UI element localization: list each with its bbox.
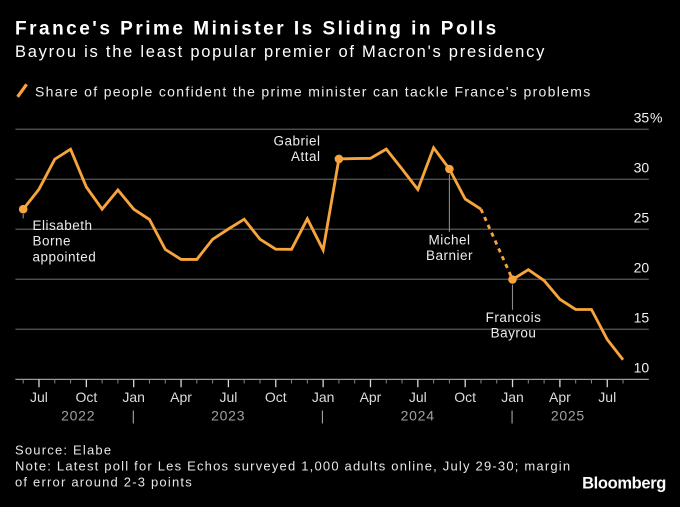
svg-text:Jan: Jan [122,389,145,405]
svg-text:2025: 2025 [551,407,585,423]
svg-text:2024: 2024 [401,407,435,423]
svg-text:Apr: Apr [170,389,192,405]
svg-text:Bloomberg: Bloomberg [582,475,666,493]
svg-text:Share of people confident the: Share of people confident the prime mini… [35,84,592,100]
svg-text:Barnier: Barnier [426,248,473,263]
svg-text:Borne: Borne [33,234,72,249]
svg-text:appointed: appointed [33,249,97,264]
svg-text:of error around 2-3 points: of error around 2-3 points [15,474,193,489]
svg-text:Apr: Apr [360,389,382,405]
svg-text:Bayrou: Bayrou [491,326,537,341]
svg-text:Michel: Michel [428,232,470,247]
svg-text:2023: 2023 [211,407,245,423]
svg-text:Source: Elabe: Source: Elabe [15,442,112,457]
svg-text:Gabriel: Gabriel [273,134,320,149]
svg-text:Jul: Jul [30,389,48,405]
svg-text:Jan: Jan [312,389,335,405]
svg-text:|: | [510,407,514,423]
svg-text:Jul: Jul [598,389,616,405]
svg-text:Oct: Oct [454,389,476,405]
svg-text:Bayrou is the least popular pr: Bayrou is the least popular premier of M… [15,43,546,61]
svg-text:10: 10 [634,359,650,375]
svg-text:30: 30 [634,159,650,175]
svg-text:2022: 2022 [61,407,95,423]
svg-text:Jul: Jul [409,389,427,405]
svg-text:|: | [321,407,325,423]
svg-text:20: 20 [634,259,650,275]
svg-text:Note: Latest poll for Les Echo: Note: Latest poll for Les Echos surveyed… [15,458,571,473]
svg-text:Oct: Oct [75,389,97,405]
svg-text:15: 15 [634,309,650,325]
svg-text:Apr: Apr [549,389,571,405]
svg-text:Francois: Francois [486,310,542,325]
svg-text:Jan: Jan [501,389,524,405]
svg-text:Jul: Jul [219,389,237,405]
svg-text:France's Prime Minister Is Sli: France's Prime Minister Is Sliding in Po… [15,18,499,39]
svg-text:Oct: Oct [265,389,287,405]
svg-text:Attal: Attal [291,149,321,164]
svg-text:Elisabeth: Elisabeth [33,218,93,233]
svg-text:%: % [650,109,662,125]
svg-text:|: | [132,407,136,423]
svg-text:25: 25 [634,209,650,225]
svg-text:35: 35 [634,109,650,125]
